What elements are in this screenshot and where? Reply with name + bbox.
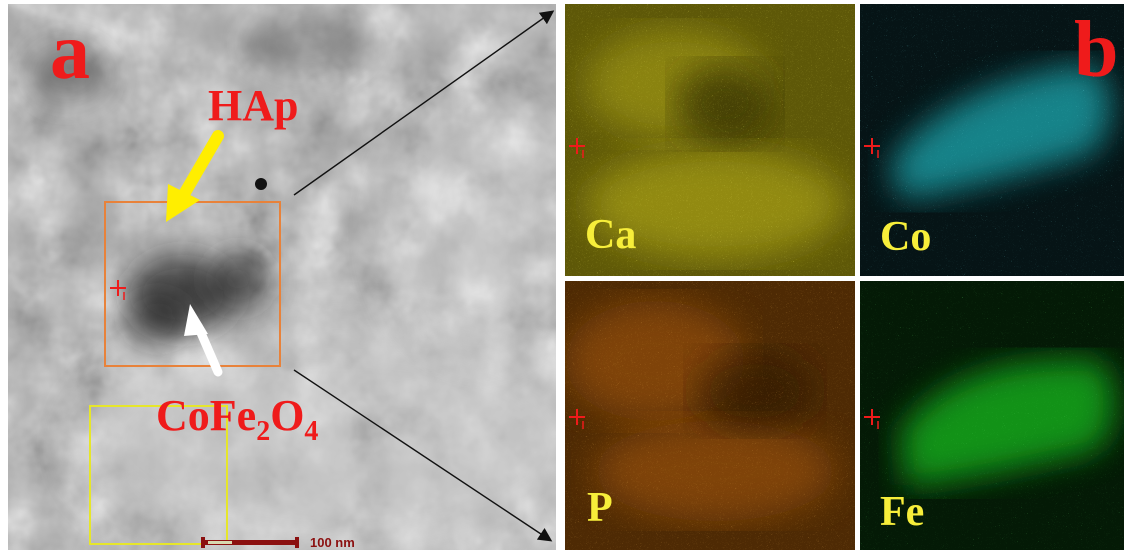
scale-bar-label: 100 nm bbox=[310, 535, 355, 550]
spectrum-marker-icon bbox=[567, 136, 593, 162]
cofe2o4-arrow-icon bbox=[184, 304, 223, 377]
spectrum-marker-icon bbox=[567, 407, 593, 433]
element-label-fe: Fe bbox=[880, 489, 925, 535]
element-label-ca: Ca bbox=[585, 212, 637, 258]
tem-image-panel: a HAp CoFe2O4 100 nm bbox=[8, 4, 556, 550]
eds-map-fe: Fe bbox=[860, 281, 1124, 550]
panel-letter-b: b bbox=[1074, 6, 1119, 94]
element-label-co: Co bbox=[880, 214, 932, 260]
hap-arrow-icon bbox=[166, 130, 224, 222]
spectrum-marker-icon bbox=[862, 136, 888, 162]
roi-overlay bbox=[89, 130, 299, 548]
element-label-p: P bbox=[587, 485, 613, 531]
cofe2o4-label: CoFe2O4 bbox=[156, 391, 319, 447]
eds-map-co: Co b bbox=[860, 4, 1124, 276]
eds-map-ca: Ca bbox=[565, 4, 855, 276]
hap-label: HAp bbox=[208, 81, 299, 130]
panel-letter-a: a bbox=[50, 8, 90, 96]
roi-yellow-box bbox=[89, 405, 228, 545]
spectrum-marker-icon bbox=[108, 278, 134, 304]
eds-map-p: P bbox=[565, 281, 855, 550]
scale-bar bbox=[201, 537, 299, 548]
spectrum-marker-icon bbox=[862, 407, 888, 433]
